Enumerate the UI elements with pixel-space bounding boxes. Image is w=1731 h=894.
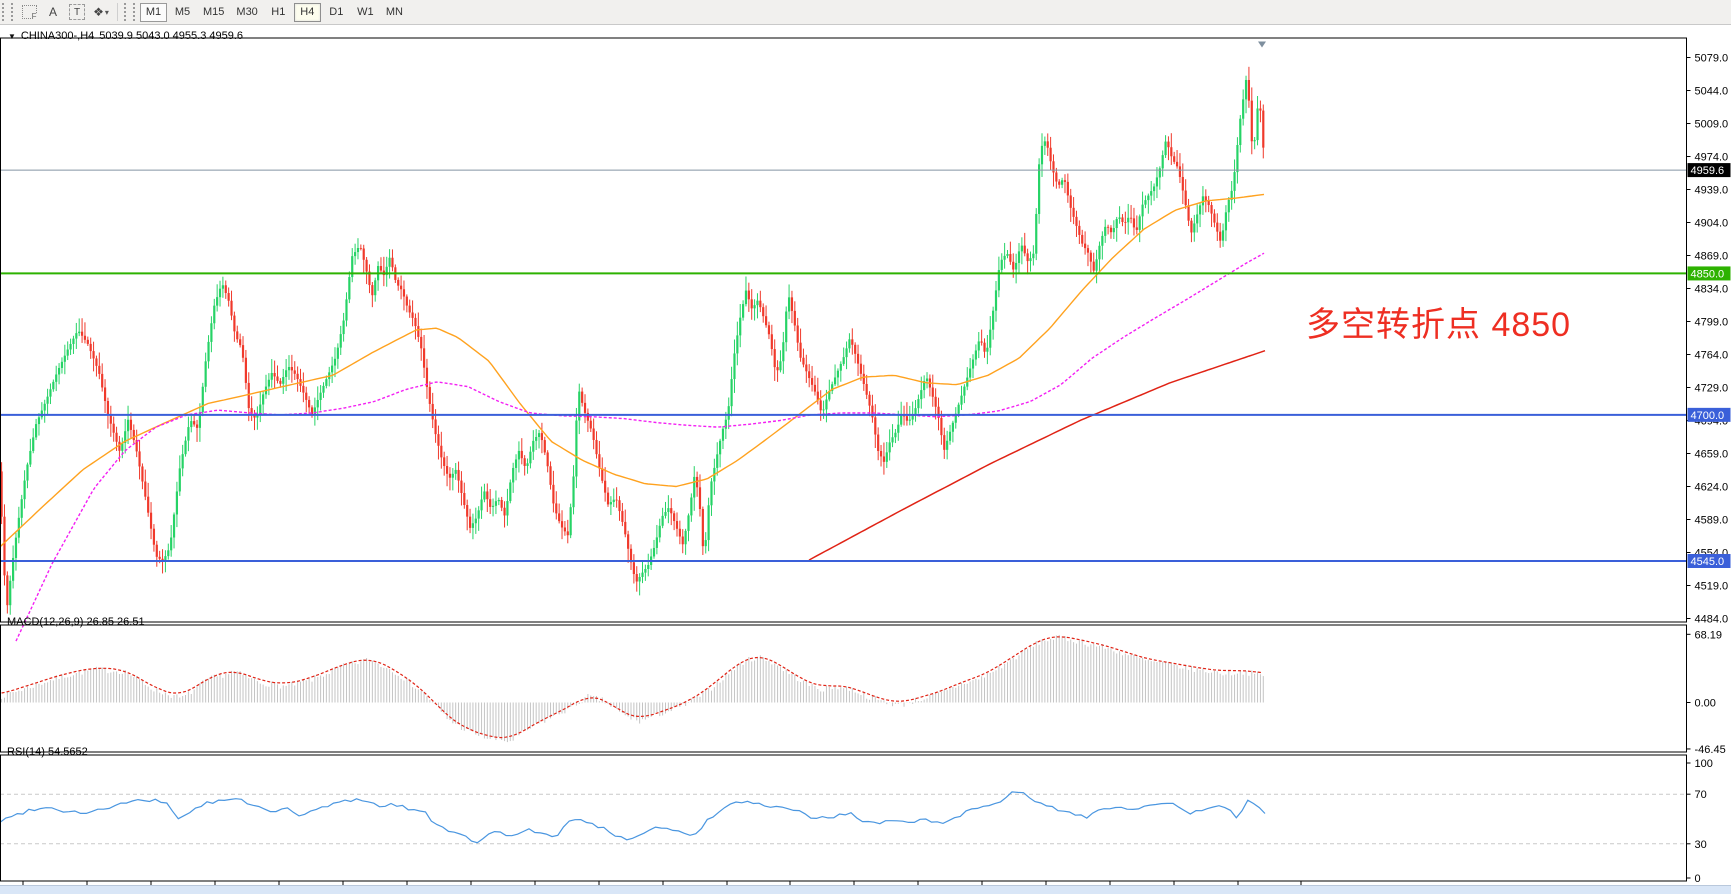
svg-text:4700.0: 4700.0 xyxy=(1691,410,1725,422)
svg-text:4939.0: 4939.0 xyxy=(1695,185,1729,197)
shift-marker-icon xyxy=(1258,41,1266,48)
svg-text:-46.45: -46.45 xyxy=(1695,744,1726,756)
rsi-levels-layer xyxy=(0,793,1687,845)
svg-text:4729.0: 4729.0 xyxy=(1695,383,1729,395)
symbol-ohlc-values: 5039.9 5043.0 4955.3 4959.6 xyxy=(99,30,244,42)
window-bottom-edge xyxy=(0,885,1731,894)
chart-text-annotation[interactable]: 多空转折点 4850 xyxy=(1306,306,1572,344)
timeframe-button-group: M1 M5 M15 M30 H1 H4 D1 W1 MN xyxy=(139,2,409,22)
timeframe-group-grip[interactable] xyxy=(124,3,135,21)
arrows-glyph: ❖ xyxy=(93,5,104,19)
macd-signal-line xyxy=(1,636,1262,739)
dropdown-caret-icon[interactable]: ▾ xyxy=(104,7,109,17)
timeframe-button-m15[interactable]: M15 xyxy=(203,6,225,18)
objects-arrows-icon[interactable]: ❖ ▾ xyxy=(90,2,112,22)
svg-text:4624.0: 4624.0 xyxy=(1695,482,1729,494)
svg-text:100: 100 xyxy=(1695,758,1713,770)
rsi-axis[interactable]: 100 70 30 0 xyxy=(1686,758,1713,885)
svg-text:4589.0: 4589.0 xyxy=(1695,515,1729,527)
svg-text:4974.0: 4974.0 xyxy=(1695,152,1729,164)
macd-histogram-layer xyxy=(1,634,1264,743)
text-a-icon[interactable]: A xyxy=(42,2,64,22)
moving-averages-layer xyxy=(0,193,1266,642)
svg-text:5079.0: 5079.0 xyxy=(1695,53,1729,65)
timeframe-button-h4[interactable]: H4 xyxy=(293,2,321,22)
svg-text:4519.0: 4519.0 xyxy=(1695,581,1729,593)
indicator-grid-icon[interactable]: F xyxy=(18,2,40,22)
timeframe-button-w1[interactable]: W1 xyxy=(357,6,374,18)
svg-text:0: 0 xyxy=(1695,873,1701,885)
panel-borders[interactable] xyxy=(0,37,1687,882)
candles-layer xyxy=(0,66,1265,615)
chart-canvas[interactable]: 5079.0 5044.0 5009.0 4974.0 4939.0 4904.0 4869… xyxy=(0,25,1731,894)
macd-indicator-label: MACD(12,26,9) 26.85 26.51 xyxy=(7,616,145,628)
horizontal-lines-layer[interactable] xyxy=(0,169,1687,562)
svg-text:4799.0: 4799.0 xyxy=(1695,317,1729,329)
grid-icon: F xyxy=(21,5,37,21)
svg-text:4834.0: 4834.0 xyxy=(1695,284,1729,296)
svg-text:4850.0: 4850.0 xyxy=(1691,268,1725,280)
timeframe-button-d1[interactable]: D1 xyxy=(329,6,344,18)
timeframe-button-m30[interactable]: M30 xyxy=(236,6,258,18)
price-axis[interactable]: 5079.0 5044.0 5009.0 4974.0 4939.0 4904.0 4869… xyxy=(1686,53,1731,626)
svg-text:5044.0: 5044.0 xyxy=(1695,86,1729,98)
grid-icon-letter: F xyxy=(31,12,37,21)
chart-toolbar: F A T ❖ ▾ M1 M5 M15 M30 H1 H4 D1 W1 MN xyxy=(0,0,1731,25)
svg-text:30: 30 xyxy=(1695,839,1707,851)
text-box-icon[interactable]: T xyxy=(66,2,88,22)
svg-text:4484.0: 4484.0 xyxy=(1695,614,1729,626)
toolbar-drag-grip[interactable] xyxy=(2,3,13,21)
rsi-indicator-label: RSI(14) 54.5652 xyxy=(7,746,88,758)
macd-axis[interactable]: 68.19 0.00 -46.45 xyxy=(1686,629,1726,756)
symbol-header[interactable]: ▼ CHINA300-,H4 5039.9 5043.0 4955.3 4959… xyxy=(8,30,243,42)
timeframe-button-h1[interactable]: H1 xyxy=(271,6,286,18)
rsi-line-layer xyxy=(0,791,1266,844)
timeframe-button-mn[interactable]: MN xyxy=(385,6,403,18)
dashed-t-glyph: T xyxy=(69,4,85,20)
symbol-name: CHINA300-,H4 xyxy=(20,30,95,42)
timeframe-button-m5[interactable]: M5 xyxy=(174,6,191,18)
svg-text:5009.0: 5009.0 xyxy=(1695,119,1729,131)
svg-text:68.19: 68.19 xyxy=(1695,629,1723,641)
collapse-triangle-icon[interactable]: ▼ xyxy=(8,31,16,41)
svg-text:4545.0: 4545.0 xyxy=(1691,556,1725,568)
svg-text:4764.0: 4764.0 xyxy=(1695,350,1729,362)
timeframe-button-m1[interactable]: M1 xyxy=(140,2,167,22)
svg-text:4869.0: 4869.0 xyxy=(1695,251,1729,263)
svg-text:70: 70 xyxy=(1695,789,1707,801)
svg-text:4959.6: 4959.6 xyxy=(1691,165,1725,177)
letter-a-glyph: A xyxy=(48,5,57,19)
svg-text:0.00: 0.00 xyxy=(1695,698,1716,710)
svg-text:4904.0: 4904.0 xyxy=(1695,218,1729,230)
toolbar-separator xyxy=(117,3,118,21)
svg-text:4659.0: 4659.0 xyxy=(1695,449,1729,461)
